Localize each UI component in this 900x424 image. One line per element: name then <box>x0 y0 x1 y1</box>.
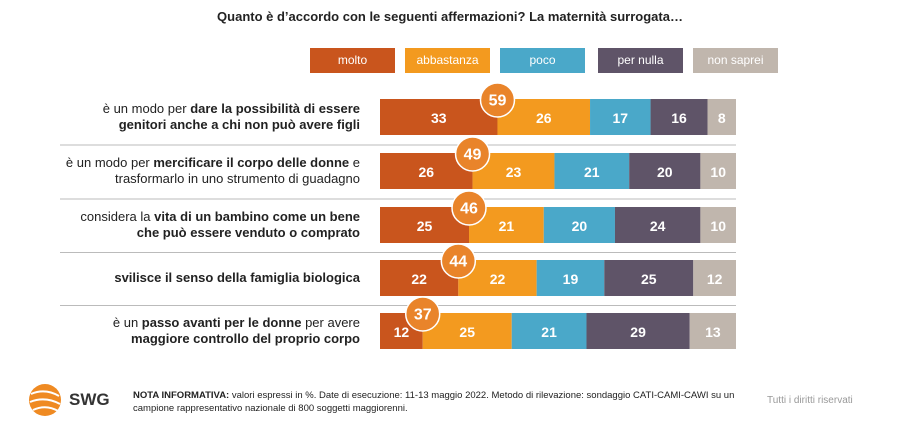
category-text: vita di un bambino come un bene che può … <box>136 209 360 240</box>
value-label: 25 <box>641 271 657 287</box>
bar-segment <box>590 99 651 135</box>
bar-segment <box>707 99 736 135</box>
note-text: valori espressi in %. Date di esecuzione… <box>133 390 735 414</box>
logo <box>29 384 61 416</box>
total-label: 49 <box>464 147 482 164</box>
category-text: è un modo per <box>65 155 154 170</box>
value-label: 21 <box>584 164 600 180</box>
bar-segment <box>689 313 736 349</box>
bar-segment <box>543 207 615 243</box>
category-text: considera la <box>80 209 155 224</box>
total-label: 59 <box>489 93 507 110</box>
total-label: 44 <box>449 254 467 271</box>
value-label: 10 <box>710 218 726 234</box>
bar-segment <box>586 313 690 349</box>
total-badge <box>451 190 487 226</box>
bar-segment <box>536 260 605 296</box>
bar-segment <box>629 153 701 189</box>
legend-item: poco <box>500 48 585 73</box>
bar-segment <box>700 153 736 189</box>
bar-segment <box>604 260 694 296</box>
bar-segment <box>380 99 498 135</box>
value-label: 21 <box>499 218 515 234</box>
value-label: 12 <box>707 271 723 287</box>
value-label: 23 <box>506 164 522 180</box>
legend-item: non saprei <box>693 48 778 73</box>
category-text: maggiore controllo del proprio corpo <box>131 331 360 346</box>
value-label: 22 <box>411 271 427 287</box>
brand: SWG <box>69 390 110 409</box>
note-label: NOTA INFORMATIVA: <box>133 390 230 401</box>
value-label: 10 <box>710 164 726 180</box>
category-text: dare la possibilità di essere genitori a… <box>118 101 360 132</box>
category-text: mercificare il corpo delle donne <box>153 155 350 170</box>
bar-segment <box>700 207 736 243</box>
legend-item: molto <box>310 48 395 73</box>
legend-item: per nulla <box>598 48 683 73</box>
value-label: 33 <box>431 110 447 126</box>
total-badge <box>404 296 441 332</box>
value-label: 20 <box>657 164 673 180</box>
bar-segment <box>614 207 701 243</box>
category-text: passo avanti per le donne <box>141 315 302 330</box>
category-label: considera la vita di un bambino come un … <box>60 209 360 241</box>
value-label: 19 <box>563 271 579 287</box>
total-label: 46 <box>460 201 478 218</box>
value-label: 26 <box>418 164 434 180</box>
value-label: 24 <box>650 218 666 234</box>
value-label: 25 <box>459 324 475 340</box>
rights: Tutti i diritti riservati <box>767 395 853 406</box>
footnote: NOTA INFORMATIVA: valori espressi in %. … <box>133 389 748 415</box>
value-label: 8 <box>718 110 726 126</box>
value-label: 22 <box>490 271 506 287</box>
value-label: 13 <box>705 324 721 340</box>
category-text: è un <box>112 315 142 330</box>
bar-segment <box>693 260 736 296</box>
category-text: per avere <box>301 315 360 330</box>
bar-segment <box>554 153 630 189</box>
category-label: è un modo per dare la possibilità di ess… <box>60 101 360 133</box>
category-label: è un modo per mercificare il corpo delle… <box>60 155 360 187</box>
value-label: 21 <box>541 324 557 340</box>
value-label: 17 <box>613 110 629 126</box>
chart-title: Quanto è d’accordo con le seguenti affer… <box>217 9 683 24</box>
value-label: 12 <box>394 324 410 340</box>
legend-item: abbastanza <box>405 48 490 73</box>
value-label: 26 <box>536 110 552 126</box>
category-text: e trasformarlo in uno strumento di guada… <box>115 155 360 186</box>
total-badge <box>454 136 491 172</box>
total-badge <box>440 243 477 279</box>
category-text: è un modo per <box>102 101 191 116</box>
bar-segment <box>511 313 587 349</box>
category-text: svilisce il senso della famiglia biologi… <box>114 270 360 285</box>
total-badge <box>479 82 516 118</box>
value-label: 16 <box>671 110 687 126</box>
total-label: 37 <box>414 307 432 324</box>
value-label: 29 <box>630 324 646 340</box>
bar-segment <box>650 99 708 135</box>
value-label: 25 <box>417 218 433 234</box>
category-label: è un passo avanti per le donne per avere… <box>60 315 360 347</box>
value-label: 20 <box>572 218 588 234</box>
category-label: svilisce il senso della famiglia biologi… <box>60 270 360 286</box>
